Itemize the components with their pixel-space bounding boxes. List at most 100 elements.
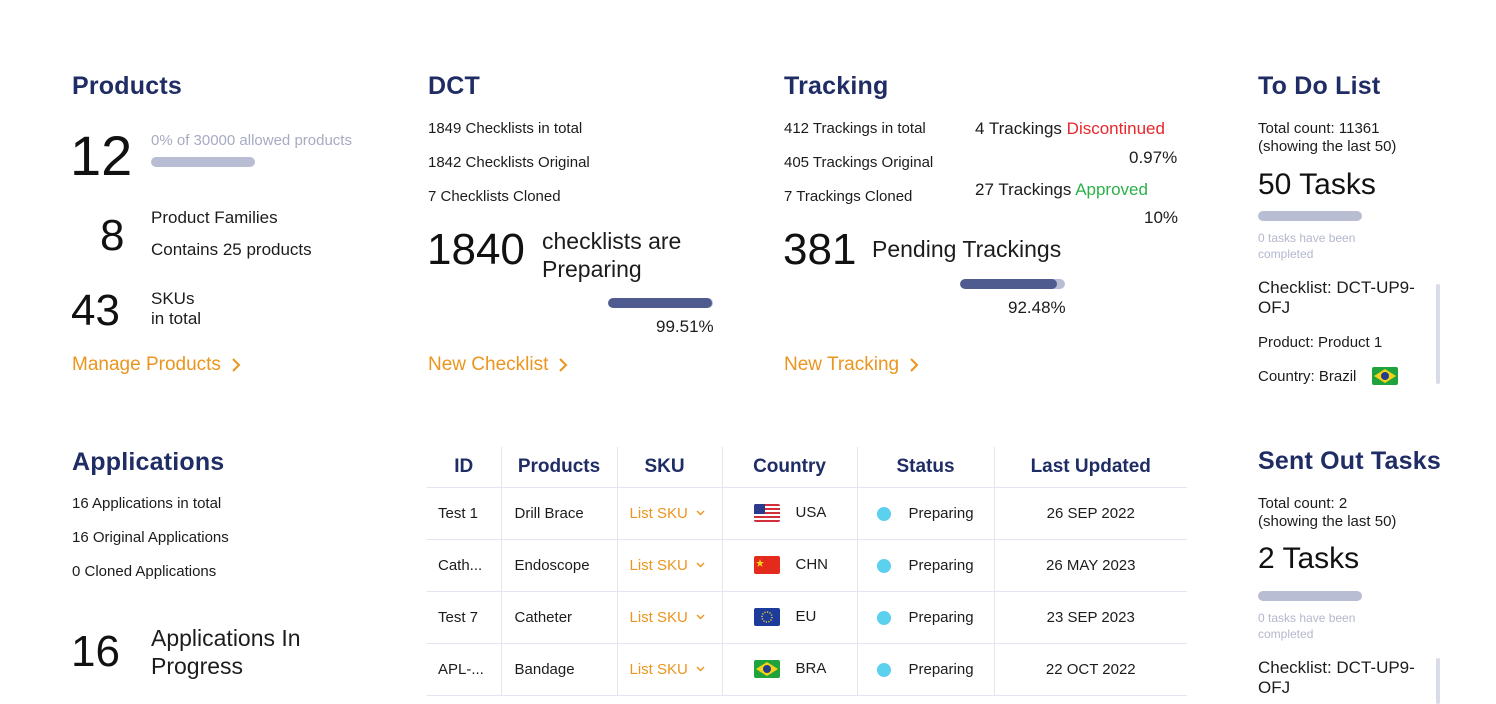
sent-showing: (showing the last 50) bbox=[1258, 513, 1397, 530]
approved-percent: 10% bbox=[1144, 208, 1179, 227]
cell-product: Bandage bbox=[500, 643, 617, 696]
column-header-id[interactable]: ID bbox=[427, 447, 501, 488]
cell-sku: List SKU bbox=[616, 539, 722, 592]
discontinued-percent: 0.97% bbox=[1129, 148, 1178, 167]
cell-id: Cath... bbox=[427, 539, 501, 592]
table-header-row: ID Products SKU Country Status Last Upda… bbox=[427, 447, 1187, 488]
families-sub: Contains 25 products bbox=[151, 240, 312, 259]
table-row[interactable]: APL-... Bandage List SKU BRA Preparing 2… bbox=[427, 643, 1187, 696]
applications-title: Applications bbox=[72, 448, 225, 476]
manage-products-link[interactable]: Manage Products bbox=[72, 354, 241, 376]
cell-id: Test 7 bbox=[427, 591, 501, 644]
dct-progress-bar bbox=[608, 298, 713, 308]
tracking-discontinued: 4 Trackings Discontinued bbox=[975, 119, 1165, 139]
new-checklist-link[interactable]: New Checklist bbox=[428, 354, 568, 376]
tracking-progress-text: 92.48% bbox=[1008, 298, 1066, 317]
table-row[interactable]: Test 1 Drill Brace List SKU USA Preparin… bbox=[427, 487, 1187, 540]
chevron-right-icon bbox=[232, 358, 241, 372]
families-count: 8 bbox=[100, 211, 125, 260]
products-count: 12 bbox=[70, 124, 133, 187]
status-text: Preparing bbox=[908, 608, 974, 626]
dct-progress-text: 99.51% bbox=[656, 317, 714, 336]
cell-sku: List SKU bbox=[616, 643, 722, 696]
list-sku-dropdown[interactable]: List SKU bbox=[630, 557, 705, 574]
status-dot bbox=[876, 662, 891, 677]
column-header-country[interactable]: Country bbox=[721, 447, 857, 488]
tracking-progress-bar bbox=[960, 279, 1065, 289]
cell-country: EU bbox=[721, 591, 857, 644]
todo-tasks: 50 Tasks bbox=[1258, 168, 1376, 201]
todo-item-checklist[interactable]: Checklist: DCT-UP9-OFJ bbox=[1258, 278, 1415, 317]
usa-flag-icon bbox=[753, 504, 780, 523]
country-code: BRA bbox=[795, 659, 827, 677]
tracking-approved: 27 Trackings Approved bbox=[975, 180, 1148, 200]
status-dot bbox=[876, 506, 891, 521]
tracking-cloned: 7 Trackings Cloned bbox=[784, 188, 913, 205]
china-flag-icon bbox=[753, 556, 780, 575]
cell-status: Preparing bbox=[856, 591, 994, 644]
country-code: USA bbox=[795, 503, 827, 521]
list-sku-dropdown[interactable]: List SKU bbox=[630, 609, 705, 626]
cell-id: APL-... bbox=[427, 643, 501, 696]
status-text: Preparing bbox=[908, 660, 974, 678]
todo-completed-text: 0 tasks have been completed bbox=[1258, 231, 1356, 261]
dct-original: 1842 Checklists Original bbox=[428, 154, 590, 171]
chevron-right-icon bbox=[559, 358, 568, 372]
list-sku-dropdown[interactable]: List SKU bbox=[630, 505, 705, 522]
sent-title: Sent Out Tasks bbox=[1258, 447, 1441, 475]
products-title: Products bbox=[72, 72, 182, 100]
applications-progress-label: Applications In Progress bbox=[151, 625, 301, 679]
skus-count: 43 bbox=[71, 286, 120, 335]
cell-last-updated: 22 OCT 2022 bbox=[993, 643, 1187, 696]
todo-showing: (showing the last 50) bbox=[1258, 138, 1397, 155]
list-sku-label: List SKU bbox=[629, 608, 688, 626]
cell-last-updated: 23 SEP 2023 bbox=[993, 591, 1187, 644]
sent-scrollbar[interactable] bbox=[1436, 658, 1440, 704]
country-code: CHN bbox=[795, 555, 829, 573]
table-row[interactable]: Cath... Endoscope List SKU CHN Preparing… bbox=[427, 539, 1187, 592]
cell-status: Preparing bbox=[856, 487, 994, 540]
tracking-total: 412 Trackings in total bbox=[784, 120, 926, 137]
cell-country: USA bbox=[721, 487, 857, 540]
skus-label-line1: SKUs bbox=[151, 289, 195, 308]
column-header-status[interactable]: Status bbox=[856, 447, 994, 488]
todo-scrollbar[interactable] bbox=[1436, 284, 1440, 384]
sent-item-checklist[interactable]: Checklist: DCT-UP9-OFJ bbox=[1258, 658, 1415, 697]
status-text: Preparing bbox=[908, 504, 974, 522]
eu-flag-icon bbox=[753, 608, 780, 627]
list-sku-label: List SKU bbox=[629, 660, 688, 678]
list-sku-dropdown[interactable]: List SKU bbox=[630, 661, 705, 678]
manage-products-label: Manage Products bbox=[72, 354, 221, 375]
new-tracking-link[interactable]: New Tracking bbox=[784, 354, 919, 376]
status-dot bbox=[876, 610, 891, 625]
column-header-products[interactable]: Products bbox=[500, 447, 617, 488]
cell-last-updated: 26 SEP 2022 bbox=[993, 487, 1187, 540]
country-code: EU bbox=[795, 607, 817, 625]
approved-prefix: 27 Trackings bbox=[975, 180, 1072, 199]
dct-total: 1849 Checklists in total bbox=[428, 120, 583, 137]
cell-status: Preparing bbox=[856, 539, 994, 592]
cell-country: BRA bbox=[721, 643, 857, 696]
todo-total: Total count: 11361 bbox=[1258, 120, 1380, 137]
tracking-pending-count: 381 bbox=[783, 225, 857, 274]
column-header-sku[interactable]: SKU bbox=[616, 447, 722, 488]
todo-item-product: Product: Product 1 bbox=[1258, 334, 1383, 351]
column-header-last-updated[interactable]: Last Updated bbox=[993, 447, 1187, 488]
products-allowed-bar bbox=[151, 157, 255, 167]
dct-preparing-count: 1840 bbox=[427, 225, 525, 274]
families-label: Product Families bbox=[151, 208, 278, 227]
tracking-title: Tracking bbox=[784, 72, 889, 100]
approved-word: Approved bbox=[1075, 180, 1148, 199]
table-row[interactable]: Test 7 Catheter List SKU EU Preparing 23… bbox=[427, 591, 1187, 644]
cell-product: Drill Brace bbox=[500, 487, 617, 540]
tracking-progress-bar-fill bbox=[960, 279, 1058, 289]
applications-table: ID Products SKU Country Status Last Upda… bbox=[427, 447, 1187, 696]
skus-label-line2: in total bbox=[151, 309, 202, 328]
sent-completed-bar bbox=[1258, 591, 1362, 601]
chevron-down-icon bbox=[696, 510, 705, 516]
cell-last-updated: 26 MAY 2023 bbox=[993, 539, 1187, 592]
todo-title: To Do List bbox=[1258, 72, 1381, 100]
discontinued-word: Discontinued bbox=[1066, 119, 1165, 138]
chevron-down-icon bbox=[696, 666, 705, 672]
new-checklist-label: New Checklist bbox=[428, 354, 549, 375]
